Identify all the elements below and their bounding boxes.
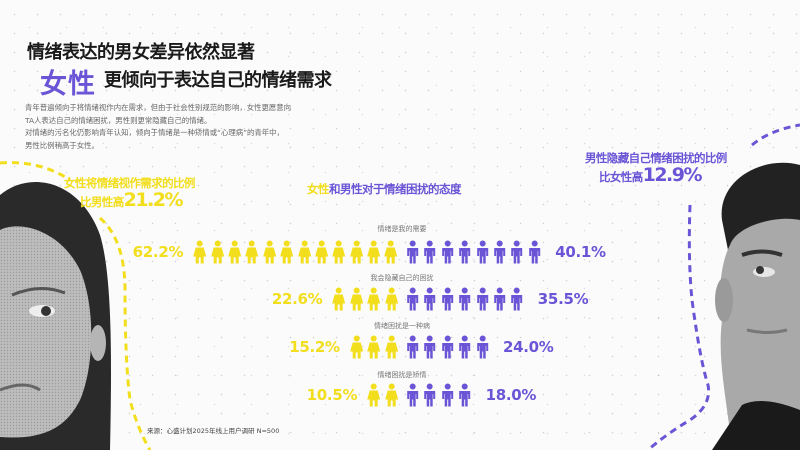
female-callout-value: 21.2% (123, 189, 184, 211)
female-percentage: 15.2% (289, 338, 340, 356)
male-person-icon (456, 335, 473, 359)
female-person-icon (382, 240, 399, 264)
male-callout: 男性隐藏自己情绪困扰的比例 比女性高12.9% (585, 150, 727, 186)
male-callout-value: 12.9% (642, 164, 703, 186)
chart-title: 女性和男性对于情绪困扰的态度 (307, 181, 462, 197)
female-person-icon (348, 287, 365, 311)
female-icon-group (365, 383, 400, 407)
female-person-icon (383, 383, 400, 407)
female-person-icon (243, 240, 260, 264)
male-percentage: 35.5% (537, 290, 589, 308)
female-percentage: 22.6% (271, 290, 323, 308)
female-person-icon (226, 240, 243, 264)
row-category-label: 情绪困扰是矫情 (377, 371, 427, 379)
male-person-icon (439, 335, 456, 359)
male-percentage: 24.0% (503, 338, 554, 356)
male-person-icon (421, 335, 438, 359)
male-person-icon (421, 287, 438, 311)
description-line: TA人表达自己的情绪困扰，男性则更常隐藏自己的情绪。 (25, 115, 212, 125)
male-callout-line2: 比女性高12.9% (585, 164, 727, 186)
chart-title-rest: 和男性对于情绪困扰的态度 (329, 182, 462, 196)
title-accent-female: 女性 (40, 69, 96, 100)
description: 青年普遍倾向于将情绪视作内在需求，但由于社会性别规范的影响，女性更愿意向 TA人… (25, 102, 395, 152)
chart-title-female: 女性 (307, 182, 330, 196)
male-person-icon (508, 240, 525, 264)
male-icon-group (404, 240, 543, 264)
male-person-icon (526, 240, 543, 264)
female-icon-group (191, 240, 400, 264)
female-person-icon (313, 240, 330, 264)
male-person-icon (404, 287, 421, 311)
male-person-icon (439, 383, 456, 407)
male-person-icon (491, 240, 508, 264)
female-percentage: 62.2% (132, 243, 184, 261)
female-person-icon (365, 287, 382, 311)
male-percentage: 40.1% (555, 243, 606, 261)
male-callout-line1: 男性隐藏自己情绪困扰的比例 (585, 151, 727, 165)
male-person-icon (474, 240, 491, 264)
page-subtitle: 更倾向于表达自己的情绪需求 (104, 70, 332, 91)
female-person-icon (330, 240, 347, 264)
male-callout-prefix: 比女性高 (599, 170, 643, 184)
male-icon-group (404, 287, 526, 311)
female-callout-prefix: 比男性高 (80, 195, 124, 209)
description-line: 男性比例稍高于女性。 (25, 140, 99, 150)
male-person-icon (404, 240, 421, 264)
male-person-icon (439, 240, 456, 264)
woman-photo (0, 175, 118, 450)
description-line: 青年普遍倾向于将情绪视作内在需求，但由于社会性别规范的影响，女性更愿意向 (25, 103, 292, 112)
female-person-icon (365, 335, 382, 359)
description-line: 对情绪的污名化仍影响青年认知，倾向于情绪是一种矫情或“心理病”的青年中， (25, 128, 284, 137)
page-title: 情绪表达的男女差异依然显著 (27, 42, 255, 63)
male-percentage: 18.0% (485, 386, 537, 404)
female-person-icon (348, 335, 365, 359)
female-person-icon (348, 240, 365, 264)
female-person-icon (365, 383, 382, 407)
male-person-icon (508, 287, 525, 311)
female-person-icon (296, 240, 313, 264)
female-person-icon (278, 240, 295, 264)
male-person-icon (421, 383, 438, 407)
male-person-icon (474, 287, 491, 311)
male-person-icon (404, 383, 421, 407)
male-person-icon (421, 240, 438, 264)
male-person-icon (456, 240, 473, 264)
female-callout-line2: 比男性高21.2% (64, 189, 195, 211)
female-callout-line1: 女性将情绪视作需求的比例 (64, 176, 195, 190)
row-category-label: 情绪困扰是一种病 (374, 322, 430, 330)
male-icon-group (404, 383, 474, 407)
female-person-icon (191, 240, 208, 264)
female-percentage: 10.5% (306, 386, 358, 404)
male-person-icon (456, 287, 473, 311)
female-person-icon (330, 287, 347, 311)
male-person-icon (456, 383, 473, 407)
male-person-icon (439, 287, 456, 311)
female-person-icon (365, 240, 382, 264)
man-photo (702, 160, 800, 450)
row-category-label: 我会隐藏自己的困扰 (370, 274, 434, 282)
female-person-icon (383, 287, 400, 311)
source-note: 来源：心盛计划2025年线上用户调研 N=500 (147, 427, 280, 435)
female-person-icon (261, 240, 278, 264)
female-icon-group (330, 287, 400, 311)
male-person-icon (404, 335, 421, 359)
male-person-icon (474, 335, 491, 359)
female-callout: 女性将情绪视作需求的比例 比男性高21.2% (64, 175, 195, 211)
female-person-icon (383, 335, 400, 359)
male-icon-group (404, 335, 491, 359)
female-person-icon (209, 240, 226, 264)
male-person-icon (491, 287, 508, 311)
female-icon-group (348, 335, 400, 359)
row-category-label: 情绪是我的需要 (377, 225, 427, 233)
